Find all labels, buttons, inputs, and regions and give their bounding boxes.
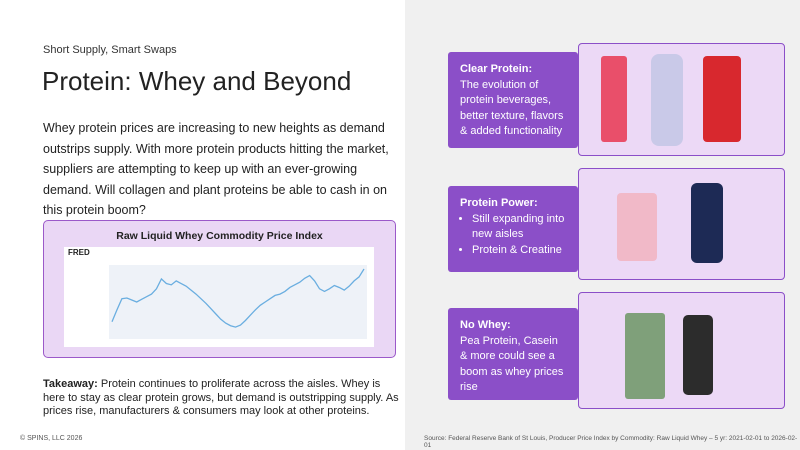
chart-title: Raw Liquid Whey Commodity Price Index bbox=[116, 230, 323, 242]
can bbox=[683, 315, 713, 395]
intro: Whey protein prices are increasing to ne… bbox=[43, 121, 389, 217]
takeaway-text: Protein continues to proliferate across … bbox=[43, 378, 399, 417]
carton bbox=[625, 313, 665, 399]
card-label: Clear Protein: The evolution of protein b… bbox=[448, 52, 578, 148]
product-panel bbox=[578, 43, 785, 156]
product-panel bbox=[578, 168, 785, 280]
card-text: Pea Protein, Casein & more could see a b… bbox=[460, 334, 564, 394]
card-title: No Whey: bbox=[460, 319, 511, 331]
source: Source: Federal Reserve Bank of St Louis… bbox=[424, 435, 798, 449]
price-line bbox=[111, 268, 365, 328]
can bbox=[601, 56, 627, 142]
takeaway: Takeaway: Protein continues to prolifera… bbox=[43, 378, 403, 419]
product-panel bbox=[578, 292, 785, 409]
kicker: Short Supply, Smart Swaps bbox=[43, 44, 177, 56]
bottle bbox=[651, 54, 683, 146]
card-label: No Whey: Pea Protein, Casein & more could… bbox=[448, 308, 578, 400]
title: Protein: Whey and Beyond bbox=[42, 66, 352, 96]
card-label: Protein Power: Still expanding into new a… bbox=[448, 186, 578, 272]
card-text: The evolution of protein beverages, bett… bbox=[460, 78, 564, 138]
bottle bbox=[691, 183, 723, 263]
chart: FRED bbox=[64, 247, 374, 347]
pouch bbox=[617, 193, 657, 261]
plot-bg bbox=[109, 265, 367, 339]
card-bullet: Still expanding into new aisles bbox=[472, 212, 566, 243]
copyright: © SPINS, LLC 2026 bbox=[20, 435, 83, 442]
takeaway-label: Takeaway: bbox=[43, 378, 98, 390]
fred-logo: FRED bbox=[68, 248, 90, 257]
card-title: Protein Power: bbox=[460, 197, 538, 209]
card-bullet: Protein & Creatine bbox=[472, 243, 566, 259]
can bbox=[703, 56, 741, 142]
chart-box: Raw Liquid Whey Commodity Price Index FR… bbox=[43, 220, 396, 358]
card-title: Clear Protein: bbox=[460, 63, 533, 75]
